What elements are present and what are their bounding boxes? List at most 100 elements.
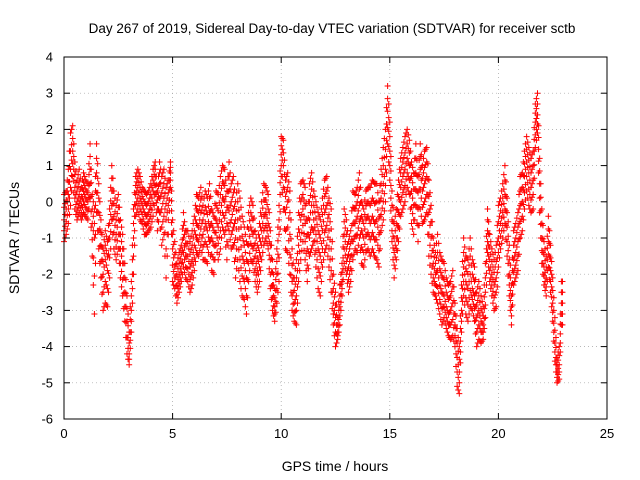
data-point (483, 245, 490, 252)
data-point (322, 225, 329, 232)
data-point (186, 238, 193, 245)
data-point (426, 189, 433, 196)
data-point (316, 269, 323, 276)
data-point (500, 200, 507, 207)
data-point (97, 274, 104, 281)
x-tick-label: 10 (274, 426, 288, 441)
data-point (85, 160, 92, 167)
data-point (386, 133, 393, 140)
data-point (94, 160, 101, 167)
data-point (527, 196, 534, 203)
data-point (484, 249, 491, 256)
data-point (360, 263, 367, 270)
data-point (230, 173, 237, 180)
data-point (355, 192, 362, 199)
data-point (181, 231, 188, 238)
data-point (286, 271, 293, 278)
data-point (470, 260, 477, 267)
data-point (246, 267, 253, 274)
data-point (492, 292, 499, 299)
data-point (76, 166, 83, 173)
data-point (559, 321, 566, 328)
data-point (115, 191, 122, 198)
data-point (106, 274, 113, 281)
data-point (308, 169, 315, 176)
data-point (501, 162, 508, 169)
data-point (392, 213, 399, 220)
data-point (161, 190, 168, 197)
data-point (409, 210, 416, 217)
data-point (393, 256, 400, 263)
data-point (217, 173, 224, 180)
data-point (168, 187, 175, 194)
data-point (461, 286, 468, 293)
data-point (292, 296, 299, 303)
data-point (70, 153, 77, 160)
data-point (130, 253, 137, 260)
data-point (168, 197, 175, 204)
data-point (159, 218, 166, 225)
data-point (416, 171, 423, 178)
data-point (266, 224, 273, 231)
data-point (355, 242, 362, 249)
data-point (510, 227, 517, 234)
data-point (130, 220, 137, 227)
data-point (127, 337, 134, 344)
data-point (385, 128, 392, 135)
data-point (471, 263, 478, 270)
data-point (548, 271, 555, 278)
data-point (444, 329, 451, 336)
data-point (536, 155, 543, 162)
data-point (195, 253, 202, 260)
data-point (559, 278, 566, 285)
data-point (242, 303, 249, 310)
data-point (306, 235, 313, 241)
data-point (383, 120, 390, 127)
data-point (265, 206, 272, 213)
data-point (106, 206, 113, 213)
data-point (536, 195, 543, 202)
data-point (391, 249, 398, 256)
data-point (75, 171, 82, 178)
data-point (167, 164, 174, 171)
data-point (545, 263, 552, 270)
data-point (500, 214, 507, 221)
data-point (197, 209, 204, 216)
data-point (399, 158, 406, 165)
data-point (215, 240, 222, 247)
data-point (295, 242, 302, 249)
data-point (264, 215, 271, 222)
data-point (369, 229, 376, 236)
data-point (280, 162, 287, 169)
data-point (270, 282, 277, 289)
data-point (402, 166, 409, 173)
data-point (327, 200, 334, 207)
data-point (126, 339, 133, 346)
data-point (358, 198, 365, 205)
data-point (547, 254, 554, 261)
data-point (308, 245, 315, 252)
data-point (158, 189, 165, 196)
data-point (513, 215, 520, 222)
data-point (454, 383, 461, 390)
data-point (394, 235, 401, 241)
data-point (254, 289, 261, 296)
data-point (102, 227, 109, 234)
data-point (170, 227, 177, 234)
data-point (277, 168, 284, 175)
x-tick-label: 0 (60, 426, 67, 441)
data-point (255, 244, 262, 251)
data-point (99, 273, 106, 280)
data-point (289, 278, 296, 285)
data-point (137, 173, 144, 180)
data-point (321, 229, 328, 236)
data-point (116, 204, 123, 211)
data-point (147, 224, 154, 231)
data-point (293, 307, 300, 314)
data-point (266, 238, 273, 245)
data-point (269, 307, 276, 314)
data-point (317, 273, 324, 280)
data-point (169, 278, 176, 285)
data-point (291, 287, 298, 294)
data-point (102, 256, 109, 263)
